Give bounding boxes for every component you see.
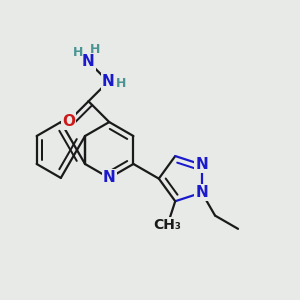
Text: H: H <box>90 44 100 56</box>
Text: CH₃: CH₃ <box>154 218 182 232</box>
Text: N: N <box>82 54 95 69</box>
Text: N: N <box>102 74 115 89</box>
Text: N: N <box>195 157 208 172</box>
Text: H: H <box>116 77 126 90</box>
Text: H: H <box>73 46 83 59</box>
Text: N: N <box>103 170 116 185</box>
Text: O: O <box>62 114 75 129</box>
Text: N: N <box>195 185 208 200</box>
